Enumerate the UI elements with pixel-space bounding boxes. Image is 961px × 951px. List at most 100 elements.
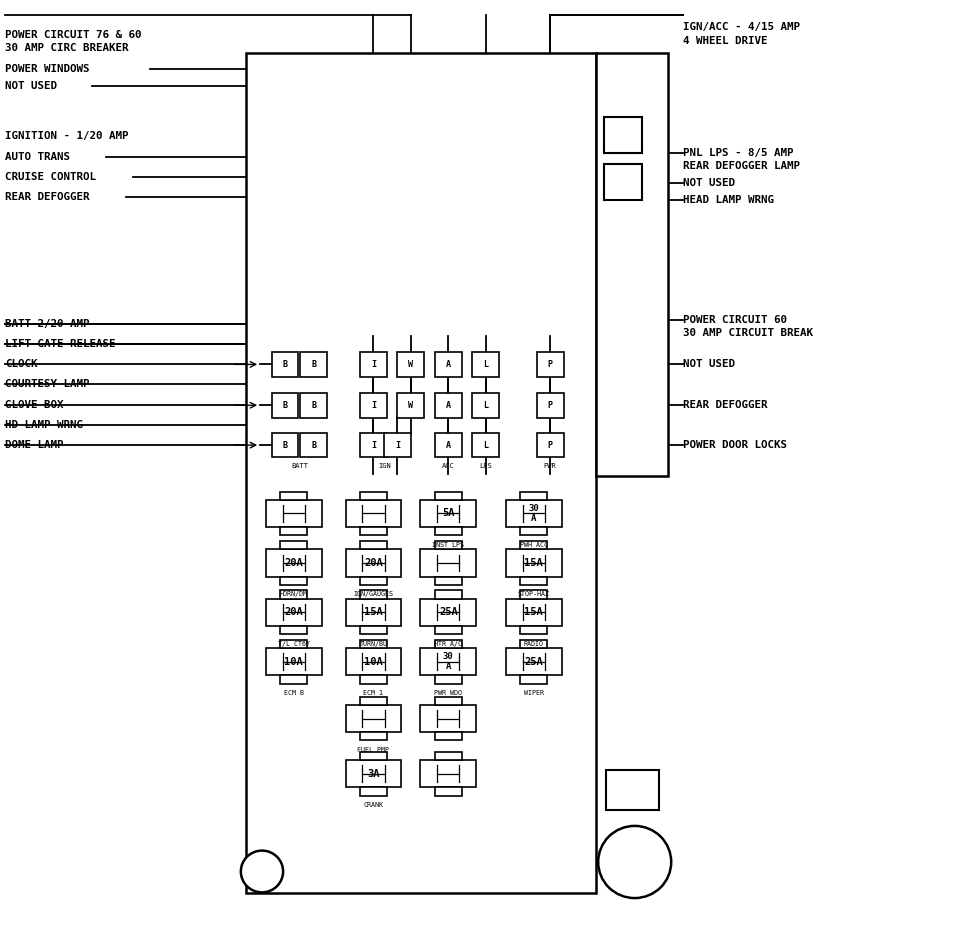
Text: POWER CIRCUIT 60: POWER CIRCUIT 60 xyxy=(682,315,786,324)
Text: B: B xyxy=(311,400,316,410)
Bar xyxy=(434,393,461,417)
Bar xyxy=(359,352,386,377)
Text: HORN/DM: HORN/DM xyxy=(280,592,308,597)
Bar xyxy=(359,787,386,796)
Text: 20A: 20A xyxy=(284,558,303,568)
Text: B: B xyxy=(311,440,316,450)
Bar xyxy=(280,640,307,648)
Text: BATT: BATT xyxy=(290,463,308,469)
Text: 10A: 10A xyxy=(284,656,303,667)
Text: IGNITION - 1/20 AMP: IGNITION - 1/20 AMP xyxy=(6,130,129,141)
Bar xyxy=(420,760,476,787)
Text: I: I xyxy=(371,359,376,369)
Text: LPS: LPS xyxy=(479,463,492,469)
Text: ECM 1: ECM 1 xyxy=(363,690,383,696)
Bar xyxy=(434,591,461,598)
Circle shape xyxy=(240,850,283,892)
Bar xyxy=(345,648,401,675)
Text: RADIO: RADIO xyxy=(524,641,543,647)
Bar xyxy=(359,732,386,741)
Text: I: I xyxy=(395,440,400,450)
Text: 20A: 20A xyxy=(284,608,303,617)
Bar xyxy=(397,352,424,377)
Bar xyxy=(434,576,461,585)
Text: REAR DEFOGGER: REAR DEFOGGER xyxy=(682,400,767,410)
Bar xyxy=(245,53,596,893)
Text: 25A: 25A xyxy=(524,656,543,667)
Bar xyxy=(271,352,298,377)
Text: HEAD LAMP WRNG: HEAD LAMP WRNG xyxy=(682,195,773,205)
Bar xyxy=(472,433,499,457)
Text: FUEL PMP: FUEL PMP xyxy=(357,747,389,753)
Text: L: L xyxy=(482,400,488,410)
Text: A: A xyxy=(445,440,451,450)
Bar xyxy=(359,527,386,535)
Text: I: I xyxy=(371,400,376,410)
Bar xyxy=(359,697,386,705)
Bar xyxy=(345,549,401,576)
Text: L: L xyxy=(482,440,488,450)
Text: BATT 2/20 AMP: BATT 2/20 AMP xyxy=(6,319,90,328)
Bar xyxy=(359,591,386,598)
Text: NOT USED: NOT USED xyxy=(6,81,58,91)
Bar xyxy=(420,500,476,527)
Bar xyxy=(280,576,307,585)
Bar xyxy=(520,591,547,598)
Bar xyxy=(520,675,547,684)
Bar xyxy=(359,393,386,417)
Bar xyxy=(359,752,386,760)
Text: DOME LAMP: DOME LAMP xyxy=(6,440,64,450)
Text: L: L xyxy=(482,359,488,369)
Bar xyxy=(434,626,461,634)
Text: T/L CT6Y: T/L CT6Y xyxy=(278,641,309,647)
Bar xyxy=(434,697,461,705)
Bar xyxy=(271,393,298,417)
Text: POWER WINDOWS: POWER WINDOWS xyxy=(6,64,90,74)
Text: 15A: 15A xyxy=(524,608,543,617)
Bar xyxy=(505,500,561,527)
Bar xyxy=(434,527,461,535)
Text: 15A: 15A xyxy=(524,558,543,568)
Bar xyxy=(280,591,307,598)
Bar xyxy=(434,732,461,741)
Bar xyxy=(280,675,307,684)
Bar xyxy=(434,541,461,549)
Bar xyxy=(596,53,668,476)
Text: B: B xyxy=(283,440,287,450)
Text: 30
A: 30 A xyxy=(442,652,454,671)
Bar xyxy=(536,433,563,457)
Text: 25A: 25A xyxy=(438,608,457,617)
Text: PWH ACC: PWH ACC xyxy=(519,542,547,548)
Text: IGN: IGN xyxy=(379,463,391,469)
Bar xyxy=(505,549,561,576)
Text: P: P xyxy=(547,440,552,450)
Text: WIPER: WIPER xyxy=(524,690,543,696)
Bar xyxy=(265,648,321,675)
Bar xyxy=(505,648,561,675)
Bar xyxy=(505,598,561,626)
Text: IGN/GAUGES: IGN/GAUGES xyxy=(353,592,393,597)
Text: B: B xyxy=(283,400,287,410)
Bar xyxy=(265,549,321,576)
Bar xyxy=(300,352,327,377)
Bar xyxy=(345,500,401,527)
Text: 30 AMP CIRCUIT BREAK: 30 AMP CIRCUIT BREAK xyxy=(682,328,812,338)
Bar xyxy=(265,500,321,527)
Text: I: I xyxy=(371,440,376,450)
Text: NOT USED: NOT USED xyxy=(682,359,734,369)
Text: ACC: ACC xyxy=(441,463,455,469)
Bar xyxy=(520,626,547,634)
Text: 30 AMP CIRC BREAKER: 30 AMP CIRC BREAKER xyxy=(6,43,129,53)
Bar xyxy=(345,598,401,626)
Bar xyxy=(434,752,461,760)
Text: COURTESY LAMP: COURTESY LAMP xyxy=(6,379,90,389)
Text: REAR DEFOGGER: REAR DEFOGGER xyxy=(6,192,90,203)
Bar xyxy=(280,541,307,549)
Text: REAR DEFOGGER LAMP: REAR DEFOGGER LAMP xyxy=(682,161,799,171)
Text: 30
A: 30 A xyxy=(528,504,539,523)
Text: A: A xyxy=(445,359,451,369)
Text: CLOCK: CLOCK xyxy=(6,359,37,369)
Bar xyxy=(383,433,410,457)
Bar xyxy=(472,393,499,417)
Bar xyxy=(359,541,386,549)
